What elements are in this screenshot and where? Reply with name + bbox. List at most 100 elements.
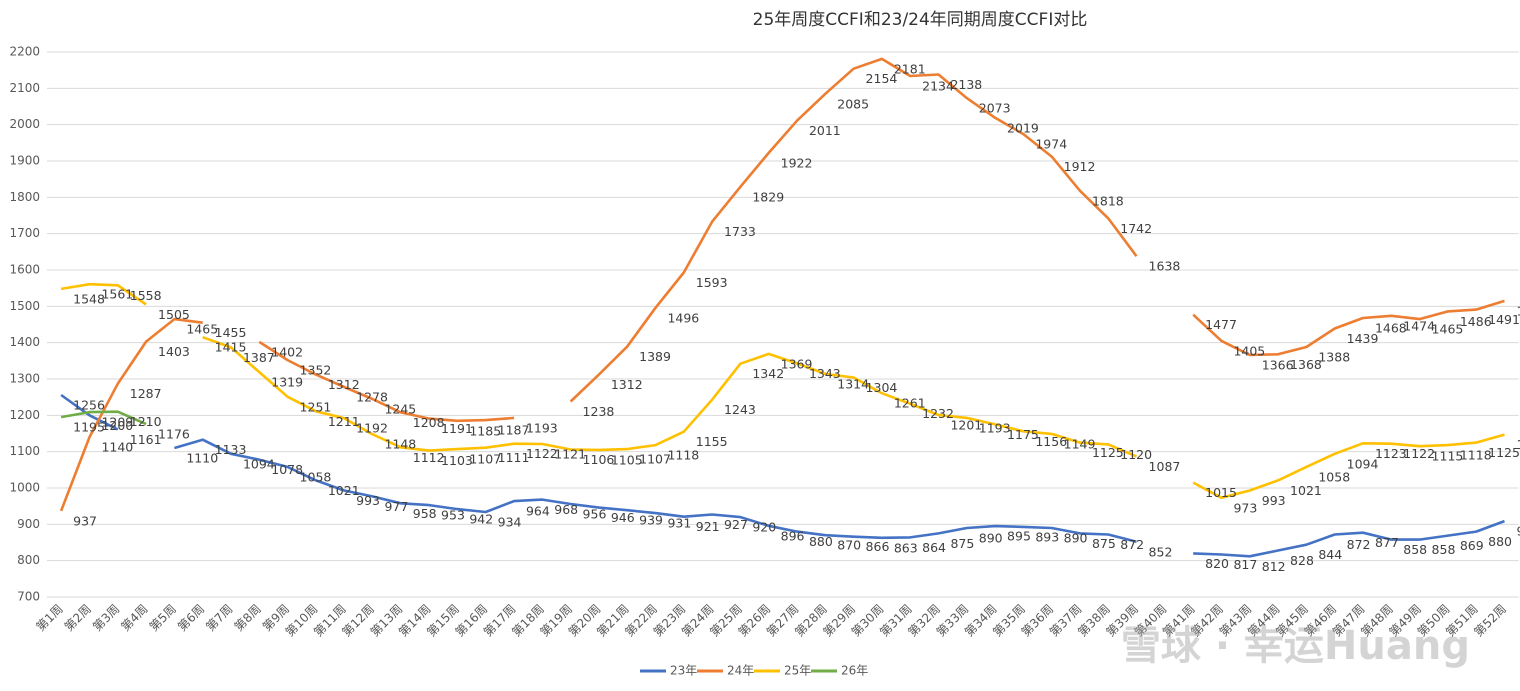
- legend-label: 26年: [841, 664, 868, 678]
- legend-label: 24年: [727, 664, 754, 678]
- data-label: 1115: [1432, 449, 1464, 464]
- data-label: 1505: [158, 307, 190, 322]
- data-label: 1094: [243, 456, 275, 471]
- data-label: 863: [894, 540, 918, 555]
- data-label: 927: [724, 517, 748, 532]
- data-label: 1278: [356, 389, 388, 404]
- data-label: 1187: [498, 423, 530, 438]
- legend-label: 23年: [670, 664, 697, 678]
- chart-title: 25年周度CCFI和23/24年同期周度CCFI对比: [753, 10, 1088, 30]
- data-label: 1107: [469, 452, 501, 467]
- data-label: 880: [1488, 534, 1512, 549]
- data-label: 1369: [781, 356, 813, 371]
- data-label: 1312: [611, 377, 643, 392]
- data-label: 942: [469, 512, 493, 527]
- data-label: 920: [752, 520, 776, 535]
- data-label: 1312: [328, 377, 360, 392]
- data-label: 1175: [1007, 427, 1039, 442]
- data-label: 1195: [73, 420, 105, 435]
- data-label: 1468: [1375, 320, 1407, 335]
- data-label: 1352: [300, 363, 332, 378]
- data-label: 1058: [300, 469, 332, 484]
- data-label: 1122: [526, 446, 558, 461]
- series-line: [60, 410, 147, 426]
- data-label: 956: [583, 506, 607, 521]
- data-label: 1366: [1262, 358, 1294, 373]
- data-label: 1103: [441, 453, 473, 468]
- data-label: 1245: [384, 401, 416, 416]
- data-label: 1118: [1460, 448, 1492, 463]
- y-tick-label: 800: [17, 553, 40, 567]
- y-tick-label: 2000: [9, 117, 40, 131]
- data-label: 1078: [271, 462, 303, 477]
- data-label: 1593: [696, 275, 728, 290]
- data-label: 2085: [837, 96, 869, 111]
- data-label: 875: [1092, 536, 1116, 551]
- data-label: 1191: [441, 421, 473, 436]
- data-label: 1733: [724, 224, 756, 239]
- data-label: 973: [1233, 500, 1257, 515]
- data-label: 958: [413, 506, 437, 521]
- y-tick-label: 1300: [9, 372, 40, 386]
- data-label: 1140: [101, 440, 133, 455]
- x-tick-label: 第52周: [1471, 602, 1509, 640]
- data-label: 1148: [384, 437, 416, 452]
- data-label: 890: [979, 530, 1003, 545]
- data-label: 1314: [837, 376, 869, 391]
- data-label: 1304: [866, 380, 898, 395]
- data-label: 1402: [271, 344, 303, 359]
- data-label: 1415: [215, 340, 247, 355]
- data-label: 934: [498, 514, 522, 529]
- data-label: 828: [1290, 553, 1314, 568]
- data-label: 872: [1120, 537, 1144, 552]
- data-label: 1185: [469, 423, 501, 438]
- x-tick-label: 第1周: [33, 602, 65, 634]
- data-label: 1342: [752, 366, 784, 381]
- data-label: 2154: [866, 71, 898, 86]
- data-label: 1474: [1403, 318, 1435, 333]
- data-label: 1125: [1488, 445, 1520, 460]
- data-label: 896: [781, 528, 805, 543]
- data-label: 1818: [1092, 193, 1124, 208]
- data-label: 977: [384, 499, 408, 514]
- data-label: 1403: [158, 344, 190, 359]
- data-label: 812: [1262, 559, 1286, 574]
- data-label: 2073: [979, 101, 1011, 116]
- data-label: 893: [1035, 529, 1059, 544]
- data-label: 1021: [328, 483, 360, 498]
- y-tick-label: 1700: [9, 226, 40, 240]
- data-label: 939: [639, 513, 663, 528]
- data-label: 1200: [101, 418, 133, 433]
- data-label: 1192: [356, 421, 388, 436]
- data-label: 1389: [639, 349, 671, 364]
- y-tick-label: 1800: [9, 190, 40, 204]
- data-label: 2019: [1007, 120, 1039, 135]
- data-label: 1201: [950, 417, 982, 432]
- data-label: 1112: [413, 450, 445, 465]
- data-label: 1123: [1375, 446, 1407, 461]
- data-label: 1156: [1035, 434, 1067, 449]
- data-label: 1251: [300, 399, 332, 414]
- data-label: 1232: [922, 406, 954, 421]
- data-label: 864: [922, 540, 946, 555]
- data-label: 937: [73, 513, 97, 528]
- data-label: 2134: [922, 78, 954, 93]
- x-tick-label: 第8周: [232, 602, 264, 634]
- data-label: 820: [1205, 556, 1229, 571]
- data-label: 1256: [73, 397, 105, 412]
- x-tick-label: 第3周: [90, 602, 122, 634]
- data-label: 993: [356, 493, 380, 508]
- data-label: 1107: [639, 452, 671, 467]
- y-tick-label: 1000: [9, 481, 40, 495]
- data-label: 1110: [186, 451, 218, 466]
- data-label: 1106: [583, 452, 615, 467]
- data-label: 1133: [215, 442, 247, 457]
- data-label: 875: [950, 536, 974, 551]
- data-label: 1094: [1347, 456, 1379, 471]
- data-label: 1439: [1347, 331, 1379, 346]
- data-label: 1486: [1460, 314, 1492, 329]
- data-label: 968: [554, 502, 578, 517]
- data-label: 1208: [413, 415, 445, 430]
- series-line: [60, 282, 1505, 500]
- data-label: 1465: [1432, 322, 1464, 337]
